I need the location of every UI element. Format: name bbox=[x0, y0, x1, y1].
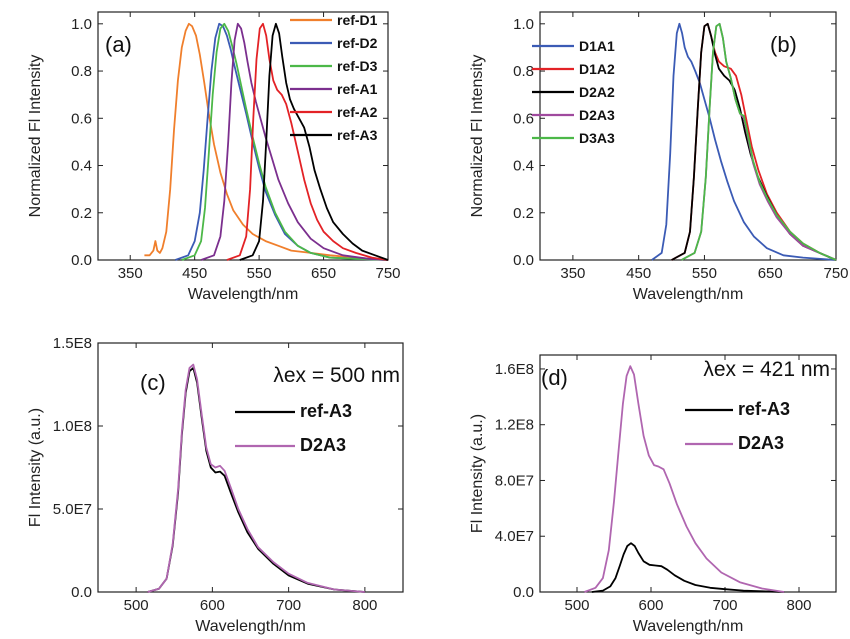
series-line-D2A3 bbox=[680, 22, 837, 261]
x-axis-label: Wavelength/nm bbox=[195, 618, 306, 635]
legend-label: ref-D2 bbox=[337, 35, 378, 51]
legend-label: ref-A3 bbox=[300, 401, 352, 421]
legend: ref-D1 ref-D2 ref-D3 ref-A1 ref-A2 ref-A3 bbox=[290, 12, 378, 143]
panel-a: 350 450 550 650 750 0.0 0.2 0.4 0.6 0.8 1.0 Wavelen… bbox=[27, 11, 401, 303]
x-tick-label: 450 bbox=[626, 265, 651, 282]
series-line-D1A1 bbox=[651, 22, 837, 261]
excitation-annotation: λex = 500 nm bbox=[273, 364, 400, 387]
x-axis-label: Wavelength/nm bbox=[633, 286, 744, 303]
series-line-D3A3 bbox=[680, 22, 837, 261]
series-line-D2A3 bbox=[584, 365, 785, 593]
legend-label: ref-D3 bbox=[337, 58, 378, 74]
x-tick-label: 500 bbox=[124, 597, 149, 614]
legend-label: D2A3 bbox=[738, 433, 784, 453]
series-line-ref-A3 bbox=[591, 542, 785, 593]
panel-label: (b) bbox=[770, 32, 797, 57]
y-tick-label: 0.0 bbox=[513, 252, 534, 269]
series-line-D2A2 bbox=[671, 22, 837, 261]
series-line-D2A3 bbox=[147, 363, 365, 593]
y-tick-label: 1.0E8 bbox=[53, 418, 92, 435]
x-tick-label: 450 bbox=[182, 265, 207, 282]
y-tick-label: 0.2 bbox=[513, 205, 534, 222]
x-tick-label: 700 bbox=[712, 597, 737, 614]
x-tick-label: 750 bbox=[823, 265, 848, 282]
legend-label: D2A2 bbox=[579, 84, 615, 100]
x-tick-label: 600 bbox=[200, 597, 225, 614]
series-line-ref-D1 bbox=[144, 22, 389, 261]
x-tick-label: 800 bbox=[352, 597, 377, 614]
excitation-annotation: λex = 421 nm bbox=[703, 358, 830, 381]
y-tick-label: 5.0E7 bbox=[53, 501, 92, 518]
y-tick-label: 1.2E8 bbox=[495, 417, 534, 434]
plot-frame bbox=[539, 11, 837, 261]
legend-label: D3A3 bbox=[579, 130, 615, 146]
legend-label: ref-A2 bbox=[337, 104, 378, 120]
x-axis-label: Wavelength/nm bbox=[188, 286, 299, 303]
y-axis-label: Fl Intensity (a.u.) bbox=[27, 408, 44, 527]
y-tick-label: 4.0E7 bbox=[495, 528, 534, 545]
y-tick-label: 0.0 bbox=[513, 584, 534, 601]
y-tick-label: 1.0 bbox=[513, 16, 534, 33]
legend: ref-A3 D2A3 bbox=[235, 401, 352, 455]
panel-d: 500 600 700 800 0.0 4.0E7 8.0E7 1.2E8 1.6E8 Wavel… bbox=[469, 354, 837, 635]
x-tick-label: 800 bbox=[786, 597, 811, 614]
y-tick-label: 1.0 bbox=[71, 16, 92, 33]
x-tick-label: 550 bbox=[692, 265, 717, 282]
legend-label: D2A3 bbox=[579, 107, 615, 123]
x-tick-label: 750 bbox=[375, 265, 400, 282]
y-tick-label: 0.4 bbox=[71, 158, 92, 175]
legend-label: ref-A1 bbox=[337, 81, 378, 97]
series-line-ref-D3 bbox=[181, 22, 389, 261]
legend-label: ref-A3 bbox=[337, 127, 378, 143]
y-axis-label: Normalized Fl Intensity bbox=[27, 55, 44, 218]
x-tick-label: 550 bbox=[247, 265, 272, 282]
plot-frame bbox=[539, 354, 837, 593]
y-tick-label: 1.6E8 bbox=[495, 361, 534, 378]
x-axis-label: Wavelength/nm bbox=[633, 618, 744, 635]
x-tick-label: 650 bbox=[758, 265, 783, 282]
legend-label: D1A1 bbox=[579, 38, 615, 54]
legend: D1A1 D1A2 D2A2 D2A3 D3A3 bbox=[532, 38, 615, 146]
x-tick-label: 600 bbox=[638, 597, 663, 614]
x-tick-label: 700 bbox=[276, 597, 301, 614]
y-tick-label: 0.6 bbox=[71, 110, 92, 127]
series-line-ref-A3 bbox=[239, 22, 389, 261]
plot-frame bbox=[97, 342, 404, 593]
y-tick-label: 0.8 bbox=[513, 63, 534, 80]
y-tick-label: 0.4 bbox=[513, 158, 534, 175]
y-tick-label: 0.6 bbox=[513, 110, 534, 127]
y-tick-label: 0.2 bbox=[71, 205, 92, 222]
x-tick-label: 350 bbox=[560, 265, 585, 282]
legend: ref-A3 D2A3 bbox=[685, 399, 790, 453]
y-tick-label: 1.5E8 bbox=[53, 335, 92, 352]
y-axis-label: Normalized Fl Intensity bbox=[469, 55, 486, 218]
panel-b: 350 450 550 650 750 0.0 0.2 0.4 0.6 0.8 1.0 Wavelen… bbox=[469, 11, 849, 303]
panel-c: 500 600 700 800 0.0 5.0E7 1.0E8 1.5E8 Wavelength… bbox=[27, 335, 404, 635]
series-line-ref-A2 bbox=[226, 22, 389, 261]
x-tick-label: 350 bbox=[118, 265, 143, 282]
panel-label: (a) bbox=[105, 32, 132, 57]
y-tick-label: 0.0 bbox=[71, 584, 92, 601]
legend-label: D2A3 bbox=[300, 435, 346, 455]
panel-label: (c) bbox=[140, 370, 166, 395]
panel-label: (d) bbox=[541, 365, 568, 390]
series-line-ref-A1 bbox=[200, 22, 389, 261]
legend-label: D1A2 bbox=[579, 61, 615, 77]
y-axis-label: Fl Intensity (a.u.) bbox=[469, 414, 486, 533]
legend-label: ref-A3 bbox=[738, 399, 790, 419]
x-tick-label: 650 bbox=[311, 265, 336, 282]
y-tick-label: 0.8 bbox=[71, 63, 92, 80]
plot-frame bbox=[97, 11, 389, 261]
x-tick-label: 500 bbox=[564, 597, 589, 614]
legend-label: ref-D1 bbox=[337, 12, 378, 28]
y-tick-label: 0.0 bbox=[71, 252, 92, 269]
y-tick-label: 8.0E7 bbox=[495, 472, 534, 489]
